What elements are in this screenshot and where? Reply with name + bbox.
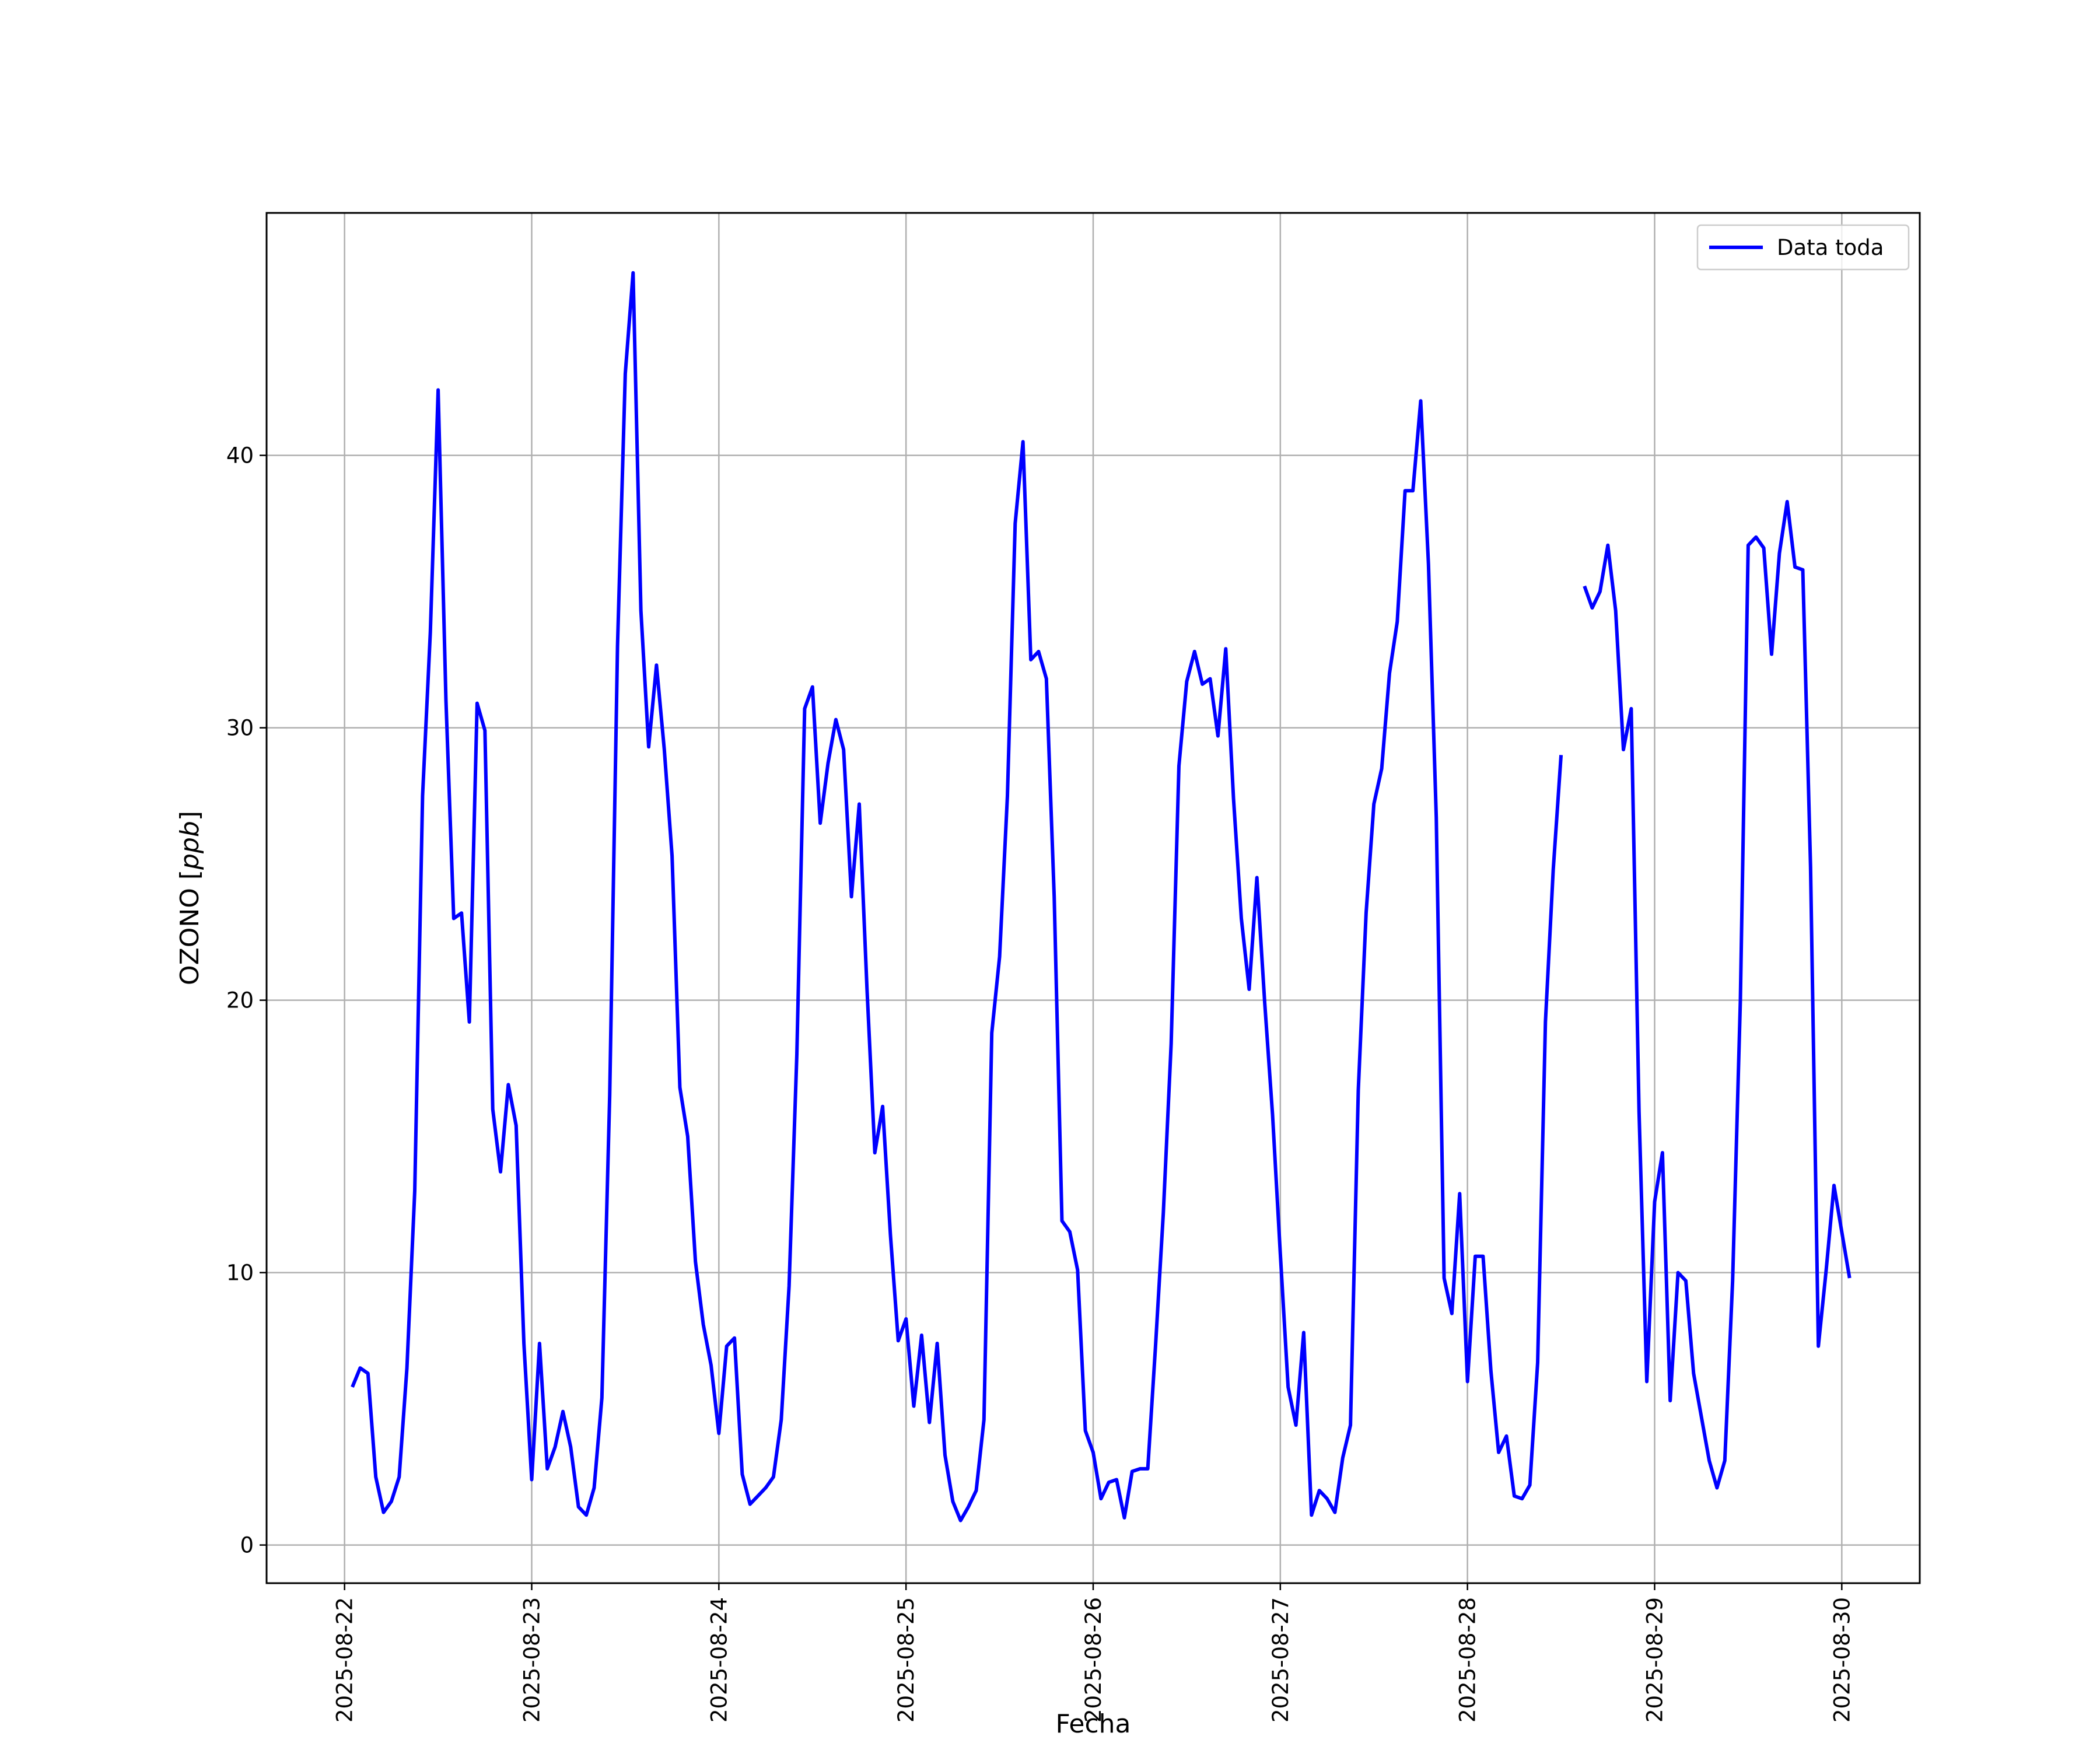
y-tick-label: 10	[226, 1261, 254, 1286]
y-axis: 0 10 20 30 40	[226, 443, 267, 1558]
y-tick-label: 0	[240, 1533, 254, 1558]
legend-label-data-toda: Data toda	[1777, 235, 1884, 260]
x-tick-label: 2025-08-23	[520, 1597, 545, 1723]
y-axis-unit-close-bracket: ]	[175, 811, 205, 821]
y-axis-title-text: OZONO	[175, 888, 205, 985]
y-tick-label: 30	[226, 716, 254, 741]
x-tick-label: 2025-08-25	[894, 1597, 919, 1723]
y-tick-label: 40	[226, 443, 254, 468]
x-tick-label: 2025-08-26	[1081, 1597, 1106, 1723]
data-layer	[351, 271, 1852, 1522]
x-tick-label: 2025-08-28	[1455, 1597, 1480, 1723]
x-tick-label: 2025-08-24	[706, 1597, 732, 1723]
x-tick-label: 2025-08-30	[1829, 1597, 1854, 1723]
series-line-data-toda	[351, 271, 1563, 1522]
x-tick-label: 2025-08-29	[1642, 1597, 1667, 1723]
legend: Data toda	[1696, 224, 1910, 271]
y-axis-unit: ppb	[175, 821, 205, 870]
y-tick-label: 20	[226, 988, 254, 1013]
x-axis: 2025-08-22 2025-08-23 2025-08-24 2025-08-25…	[332, 1583, 1854, 1723]
y-axis-unit-open-bracket: [	[175, 870, 205, 888]
series-line-data-toda	[1583, 500, 1852, 1490]
y-axis-title: OZONO [ppb]	[175, 811, 205, 985]
x-axis-title: Fecha	[1055, 1709, 1130, 1739]
x-tick-label: 2025-08-27	[1268, 1597, 1293, 1723]
x-tick-label: 2025-08-22	[332, 1597, 358, 1723]
legend-box	[1696, 224, 1910, 271]
